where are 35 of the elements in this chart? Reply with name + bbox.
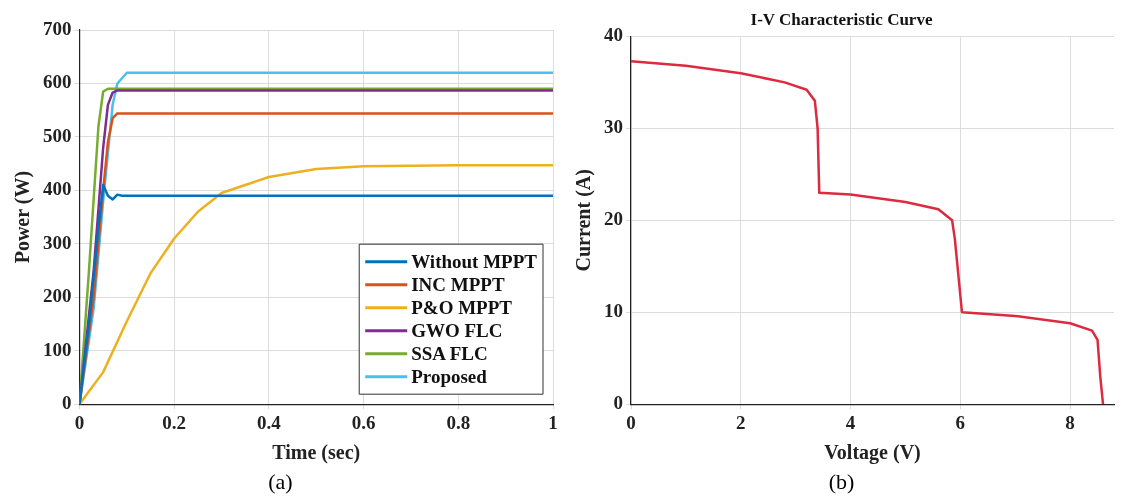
y-tick-label: 40 — [604, 24, 623, 46]
legend-label: INC MPPT — [411, 273, 505, 295]
text: (b) — [827, 469, 856, 495]
x-tick-label: 8 — [1065, 411, 1075, 433]
y-tick-label: 0 — [613, 392, 623, 414]
x-tick-label: 6 — [955, 411, 966, 433]
y-tick-label: 600 — [43, 71, 72, 93]
x-tick-label: 0.4 — [257, 411, 282, 433]
y-axis-title: Current (A) — [572, 169, 596, 272]
y-tick-label: 20 — [604, 208, 623, 230]
legend-label: Proposed — [411, 365, 488, 387]
x-axis-title: Voltage (V) — [824, 441, 921, 465]
x-tick-label: 0.6 — [351, 411, 376, 433]
legend-label: P&O MPPT — [411, 296, 513, 318]
y-tick-label: 300 — [43, 231, 72, 253]
chart-title: I-V Characteristic Curve — [750, 9, 933, 29]
x-tick-label: 0.8 — [446, 411, 471, 433]
text: (a) — [267, 469, 294, 495]
x-axis-title: Time (sec) — [272, 441, 361, 465]
x-tick-label: 2 — [736, 411, 746, 433]
y-tick-label: 500 — [43, 124, 72, 146]
y-tick-label: 0 — [62, 392, 72, 414]
y-tick-label: 200 — [43, 285, 72, 307]
y-tick-label: 10 — [604, 300, 623, 322]
x-tick-label: 4 — [845, 411, 856, 433]
x-tick-label: 0.2 — [162, 411, 187, 433]
y-tick-label: 400 — [43, 178, 72, 200]
legend-label: SSA FLC — [411, 342, 488, 364]
y-tick-label: 700 — [43, 17, 72, 39]
y-axis-title: Power (W) — [11, 170, 35, 264]
legend-label: Without MPPT — [411, 250, 538, 272]
y-tick-label: 100 — [43, 338, 72, 360]
y-tick-label: 30 — [604, 116, 623, 138]
x-tick-label: 1 — [548, 411, 558, 433]
legend-label: GWO FLC — [411, 319, 503, 341]
